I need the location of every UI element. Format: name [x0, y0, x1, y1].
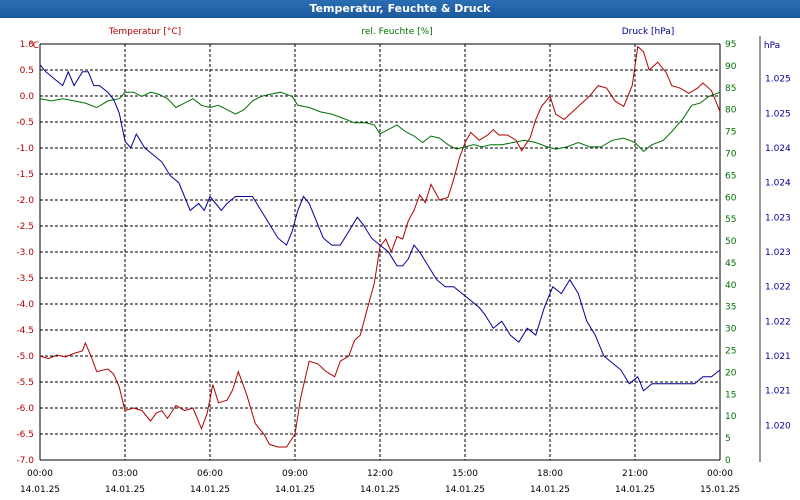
x-tick-time-label: 09:00	[282, 469, 308, 479]
x-tick-date-label: 14.01.25	[105, 485, 145, 495]
humidity-tick-label: 90	[725, 62, 737, 72]
x-tick-date-label: 15.01.25	[700, 485, 740, 495]
x-tick-time-label: 00:00	[27, 469, 53, 479]
temperature-tick-label: -3.0	[16, 248, 34, 258]
humidity-tick-label: 25	[725, 347, 736, 357]
temperature-unit-label: °C	[28, 41, 39, 51]
pressure-tick-label: 1.021	[765, 352, 791, 362]
temperature-tick-label: -6.0	[16, 404, 34, 414]
humidity-tick-label: 80	[725, 106, 737, 116]
temperature-tick-label: -3.5	[16, 274, 34, 284]
humidity-tick-label: 95	[725, 40, 736, 50]
pressure-tick-label: 1.021	[765, 387, 791, 397]
humidity-tick-label: 50	[725, 237, 737, 247]
x-tick-date-label: 14.01.25	[275, 485, 315, 495]
pressure-unit-label: hPa	[764, 41, 780, 51]
humidity-tick-label: 10	[725, 412, 737, 422]
humidity-tick-label: 75	[725, 128, 736, 138]
chart-title: Temperatur, Feuchte & Druck	[0, 0, 800, 18]
temperature-tick-label: -4.5	[16, 326, 34, 336]
x-tick-date-label: 14.01.25	[445, 485, 485, 495]
temperature-tick-label: -5.5	[16, 378, 34, 388]
x-tick-time-label: 03:00	[112, 469, 138, 479]
temperature-axis-title: Temperatur [°C]	[108, 27, 181, 37]
humidity-tick-label: 45	[725, 259, 736, 269]
humidity-tick-label: 40	[725, 281, 737, 291]
temperature-series-line	[39, 45, 721, 448]
pressure-series-line	[39, 64, 721, 392]
humidity-tick-label: 65	[725, 171, 736, 181]
x-tick-time-label: 21:00	[622, 469, 648, 479]
humidity-series-line	[39, 91, 721, 152]
pressure-tick-label: 1.022	[765, 317, 791, 327]
x-tick-time-label: 00:00	[707, 469, 733, 479]
temperature-tick-label: 0.5	[20, 66, 34, 76]
temperature-tick-label: -2.0	[16, 196, 34, 206]
humidity-tick-label: 30	[725, 325, 737, 335]
humidity-tick-label: 70	[725, 149, 737, 159]
x-tick-date-label: 14.01.25	[20, 485, 60, 495]
humidity-tick-label: 60	[725, 193, 737, 203]
humidity-tick-label: 0	[725, 456, 731, 466]
temperature-tick-label: -5.0	[16, 352, 34, 362]
pressure-tick-label: 1.025	[765, 109, 791, 119]
humidity-axis-title: rel. Feuchte [%]	[361, 27, 432, 37]
pressure-tick-label: 1.025	[765, 75, 791, 85]
pressure-tick-label: 1.023	[765, 248, 791, 258]
x-tick-time-label: 06:00	[197, 469, 223, 479]
pressure-tick-label: 1.022	[765, 283, 791, 293]
x-tick-date-label: 14.01.25	[615, 485, 655, 495]
pressure-axis-title: Druck [hPa]	[622, 27, 675, 37]
x-tick-time-label: 18:00	[537, 469, 563, 479]
pressure-tick-label: 1.024	[765, 144, 791, 154]
pressure-tick-label: 1.023	[765, 213, 791, 223]
humidity-tick-label: 85	[725, 84, 736, 94]
humidity-tick-label: 5	[725, 434, 731, 444]
x-tick-date-label: 14.01.25	[530, 485, 570, 495]
temperature-tick-label: -0.5	[16, 118, 34, 128]
x-tick-date-label: 14.01.25	[190, 485, 230, 495]
pressure-tick-label: 1.020	[765, 421, 791, 431]
temperature-tick-label: 0.0	[20, 92, 35, 102]
temperature-tick-label: -7.0	[16, 456, 34, 466]
x-tick-time-label: 15:00	[452, 469, 478, 479]
x-tick-date-label: 14.01.25	[360, 485, 400, 495]
humidity-tick-label: 55	[725, 215, 736, 225]
temperature-tick-label: 1.0	[20, 40, 35, 50]
humidity-tick-label: 35	[725, 303, 736, 313]
humidity-tick-label: 20	[725, 368, 737, 378]
temperature-tick-label: -4.0	[16, 300, 34, 310]
temperature-tick-label: -6.5	[16, 430, 34, 440]
x-tick-time-label: 12:00	[367, 469, 393, 479]
temperature-tick-label: -1.0	[16, 144, 34, 154]
temperature-tick-label: -1.5	[16, 170, 34, 180]
pressure-tick-label: 1.024	[765, 179, 791, 189]
temperature-tick-label: -2.5	[16, 222, 34, 232]
humidity-tick-label: 15	[725, 390, 736, 400]
